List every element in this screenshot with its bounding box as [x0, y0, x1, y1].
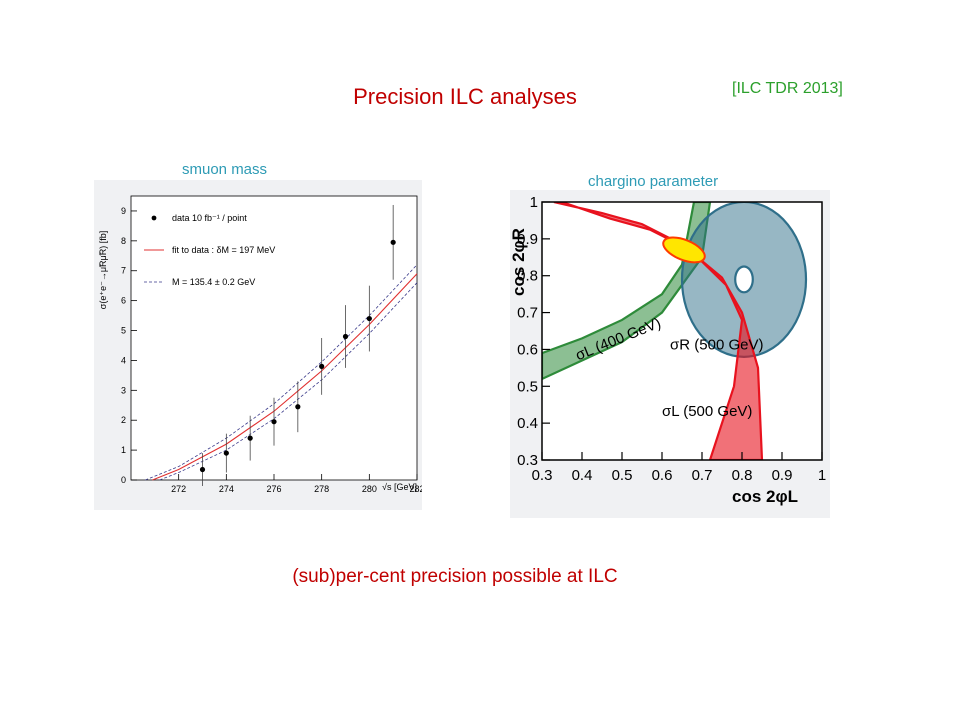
data-point — [342, 333, 349, 340]
region-label: σL (500 GeV) — [662, 403, 752, 420]
y-tick-label: 9 — [121, 206, 126, 216]
x-tick-label: 280 — [362, 484, 377, 494]
y-tick-label: 5 — [121, 326, 126, 336]
y-tick-label: 4 — [121, 355, 126, 365]
y-axis-label: σ(e⁺e⁻→μ̃Rμ̃R) [fb] — [98, 231, 108, 309]
x-tick-label: 282 — [409, 484, 422, 494]
x-tick-label: 0.5 — [612, 467, 633, 484]
data-point — [223, 450, 229, 456]
smuon-mass-plot: 272 274 276 278 280 282 0 1 2 3 4 5 6 7 8 9 data 10 fb⁻… — [94, 180, 422, 510]
plot-frame — [541, 201, 823, 461]
data-point — [295, 404, 301, 410]
sigma-r-500-ring — [680, 202, 808, 358]
y-tick-label: 0 — [121, 475, 126, 485]
data-point — [319, 363, 325, 369]
x-tick-label: 0.6 — [652, 467, 673, 484]
y-tick-label: 1 — [121, 445, 126, 455]
y-tick-label: 2 — [121, 415, 126, 425]
y-tick-label: 0.9 — [517, 231, 538, 248]
x-tick-label: 1 — [818, 467, 826, 484]
x-tick-label: 0.9 — [772, 467, 793, 484]
best-fit-region — [662, 236, 706, 264]
y-tick-label: 7 — [121, 266, 126, 276]
legend-label: M = 135.4 ± 0.2 GeV — [172, 277, 255, 287]
y-tick-label: 0.4 — [517, 415, 538, 432]
chargino-parameter-plot: 0.3 0.4 0.5 0.6 0.7 0.8 0.9 1 0.3 0.4 0.5 0.6 0.7 0.8… — [510, 190, 830, 518]
data-point — [247, 435, 253, 441]
x-tick-label: 0.4 — [572, 467, 593, 484]
x-axis-label: √s [GeV] — [382, 482, 417, 492]
x-tick-label: 274 — [219, 484, 234, 494]
y-tick-label: 0.7 — [517, 305, 538, 322]
chargino-plot-title: chargino parameter — [588, 173, 719, 190]
y-tick-label: 1 — [530, 194, 538, 211]
sigma-l-400-band — [542, 202, 712, 381]
y-tick-label: 6 — [121, 296, 126, 306]
slide-title: Precision ILC analyses — [353, 84, 577, 109]
x-tick-label: 0.8 — [732, 467, 753, 484]
y-tick-label: 3 — [121, 385, 126, 395]
smuon-plot-title: smuon mass — [182, 161, 268, 178]
x-tick-label: 276 — [266, 484, 281, 494]
x-tick-label: 0.7 — [692, 467, 713, 484]
data-point — [366, 315, 372, 322]
legend-label: fit to data : δM = 197 MeV — [172, 245, 275, 255]
y-tick-label: 8 — [121, 236, 126, 246]
x-tick-label: 0.3 — [532, 467, 553, 484]
data-point — [271, 419, 277, 425]
y-axis-label: cos 2φR — [510, 228, 528, 296]
citation: [ILC TDR 2013] — [732, 80, 843, 97]
footer-note: (sub)per-cent precision possible at ILC — [292, 566, 618, 587]
x-tick-label: 272 — [171, 484, 186, 494]
x-tick-label: 278 — [314, 484, 329, 494]
y-tick-label: 0.5 — [517, 378, 538, 395]
region-label: σR (500 GeV) — [670, 336, 763, 353]
y-tick-label: 0.6 — [517, 341, 538, 358]
x-axis-label: cos 2φL — [732, 487, 798, 506]
data-point — [199, 466, 206, 473]
data-point — [390, 239, 396, 245]
legend-label: data 10 fb⁻¹ / point — [172, 213, 247, 223]
y-tick-label: 0.8 — [517, 268, 538, 285]
legend-marker — [151, 215, 157, 221]
y-tick-label: 0.3 — [517, 452, 538, 469]
